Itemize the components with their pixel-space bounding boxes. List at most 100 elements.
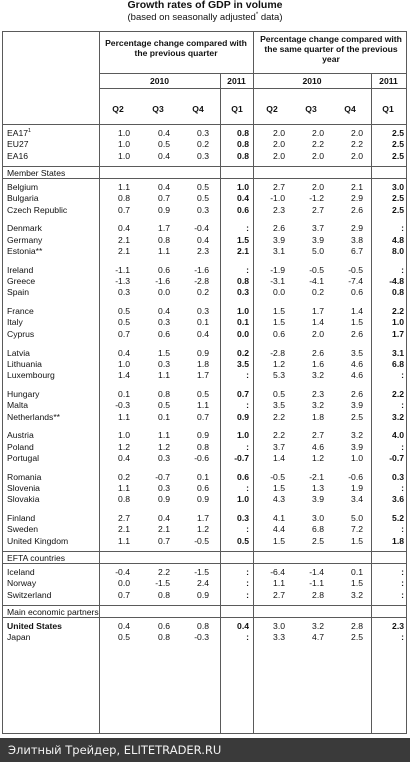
- table-cell: -1.2: [309, 193, 324, 204]
- table-row: Denmark 0.4 1.7 -0.4: 2.6 3.7 2.9:: [3, 223, 406, 234]
- table-cell: 0.0: [237, 328, 249, 339]
- table-row: Romania 0.2 -0.7 0.1 0.6 -0.5 -2.1 -0.6 0.3: [3, 472, 406, 483]
- quarter-header: Q1: [382, 104, 394, 114]
- table-cell: -0.7: [234, 452, 249, 463]
- table-cell: 2.2: [273, 430, 285, 441]
- table-cell: 4.1: [273, 513, 285, 524]
- table-cell: :: [246, 524, 249, 535]
- table-cell: :: [401, 264, 404, 275]
- table-cell: 0.6: [351, 287, 363, 298]
- table-cell: 1.5: [273, 306, 285, 317]
- table-cell: 3.0: [392, 181, 404, 192]
- table-cell: 1.5: [237, 234, 249, 245]
- table-cell: 0.7: [118, 589, 130, 600]
- table-cell: 2.5: [392, 204, 404, 215]
- table-cell: 2.0: [312, 150, 324, 161]
- watermark-footer: Элитный Трейдер, ELITETRADER.RU: [0, 738, 410, 762]
- table-cell: 0.9: [197, 494, 209, 505]
- table-cell: 2.0: [273, 128, 285, 138]
- table-cell: 1.7: [312, 306, 324, 317]
- table-cell: 2.1: [118, 245, 130, 256]
- table-cell: 0.4: [237, 620, 249, 631]
- table-row: EU27 1.0 0.5 0.2 0.8 2.0 2.2 2.2 2.5: [3, 139, 406, 150]
- table-cell: -1.4: [309, 567, 324, 577]
- table-cell: :: [401, 567, 404, 577]
- table-cell: 2.5: [351, 632, 363, 643]
- table-cell: 3.6: [392, 494, 404, 505]
- row-label: Slovakia: [7, 494, 40, 505]
- table-cell: 2.5: [392, 150, 404, 161]
- table-row: Sweden 2.1 2.1 1.2: 4.4 6.8 7.2:: [3, 524, 406, 535]
- table-cell: 1.1: [118, 535, 130, 546]
- table-cell: :: [246, 632, 249, 643]
- table-cell: :: [246, 223, 249, 234]
- table-cell: 1.2: [273, 358, 285, 369]
- table-cell: 0.5: [158, 139, 170, 150]
- table-cell: 1.0: [237, 306, 249, 317]
- group-previous-year: Percentage change compared with the same…: [260, 34, 402, 64]
- table-cell: 3.2: [351, 430, 363, 441]
- table-cell: 3.1: [273, 245, 285, 256]
- table-cell: 0.5: [197, 181, 209, 192]
- table-cell: :: [246, 264, 249, 275]
- quarter-header: Q3: [152, 104, 164, 114]
- table-cell: 2.0: [312, 181, 324, 192]
- row-label: EU27: [7, 139, 29, 150]
- table-cell: 0.1: [197, 471, 209, 482]
- table-cell: 1.4: [312, 317, 324, 328]
- table-row: Finland 2.7 0.4 1.7 0.3 4.1 3.0 5.0 5.2: [3, 513, 406, 524]
- table-cell: 0.5: [158, 400, 170, 411]
- table-cell: :: [246, 578, 249, 589]
- table-cell: -1.5: [155, 578, 170, 589]
- table-cell: 1.1: [158, 430, 170, 441]
- year-2011-right: 2011: [379, 76, 398, 86]
- table-cell: -0.3: [194, 632, 209, 643]
- table-cell: -0.7: [389, 452, 404, 463]
- table-cell: 3.7: [273, 441, 285, 452]
- table-cell: 1.4: [351, 306, 363, 317]
- table-cell: 3.2: [312, 370, 324, 381]
- table-cell: 0.4: [158, 181, 170, 192]
- row-label: Romania: [7, 471, 42, 482]
- table-cell: 0.1: [237, 317, 249, 328]
- table-cell: 0.9: [158, 494, 170, 505]
- table-cell: 1.1: [197, 400, 209, 411]
- table-row: Poland 1.2 1.2 0.8: 3.7 4.6 3.9:: [3, 442, 406, 453]
- row-label: EA16: [7, 150, 29, 161]
- table-cell: 2.0: [273, 139, 285, 150]
- row-label: Italy: [7, 317, 23, 328]
- table-cell: 0.6: [158, 620, 170, 631]
- table-cell: 2.2: [351, 139, 363, 150]
- table-row: Malta -0.3 0.5 1.1: 3.5 3.2 3.9:: [3, 400, 406, 411]
- table-row: Cyprus 0.7 0.6 0.4 0.0 0.6 2.0 2.6 1.7: [3, 329, 406, 340]
- table-cell: 0.4: [158, 128, 170, 138]
- table-cell: 3.0: [312, 513, 324, 524]
- table-cell: 2.1: [158, 524, 170, 535]
- table-cell: 1.1: [158, 245, 170, 256]
- table-cell: 0.4: [118, 620, 130, 631]
- table-row: Czech Republic 0.7 0.9 0.3 0.6 2.3 2.7 2.6 2.5: [3, 205, 406, 216]
- table-cell: 1.7: [197, 513, 209, 524]
- table-cell: 1.3: [312, 483, 324, 493]
- table-cell: 4.3: [273, 494, 285, 505]
- table-cell: 1.0: [118, 358, 130, 369]
- table-cell: 3.2: [351, 589, 363, 600]
- table-cell: 1.7: [197, 370, 209, 381]
- table-cell: -3.1: [270, 276, 285, 286]
- table-cell: 2.9: [351, 193, 363, 204]
- table-cell: 1.5: [273, 535, 285, 546]
- table-cell: 3.2: [312, 400, 324, 411]
- table-cell: 0.3: [118, 287, 130, 298]
- row-label: Bulgaria: [7, 193, 39, 204]
- table-cell: 0.3: [158, 483, 170, 493]
- table-cell: 0.2: [197, 287, 209, 298]
- table-cell: :: [401, 578, 404, 589]
- table-cell: 0.5: [273, 388, 285, 399]
- table-cell: 0.3: [237, 513, 249, 524]
- table-cell: 0.4: [237, 193, 249, 204]
- table-cell: 0.5: [197, 388, 209, 399]
- table-cell: 4.4: [273, 524, 285, 535]
- table-cell: :: [401, 223, 404, 234]
- table-row: Slovakia 0.8 0.9 0.9 1.0 4.3 3.9 3.4 3.6: [3, 494, 406, 505]
- row-label: Hungary: [7, 388, 40, 399]
